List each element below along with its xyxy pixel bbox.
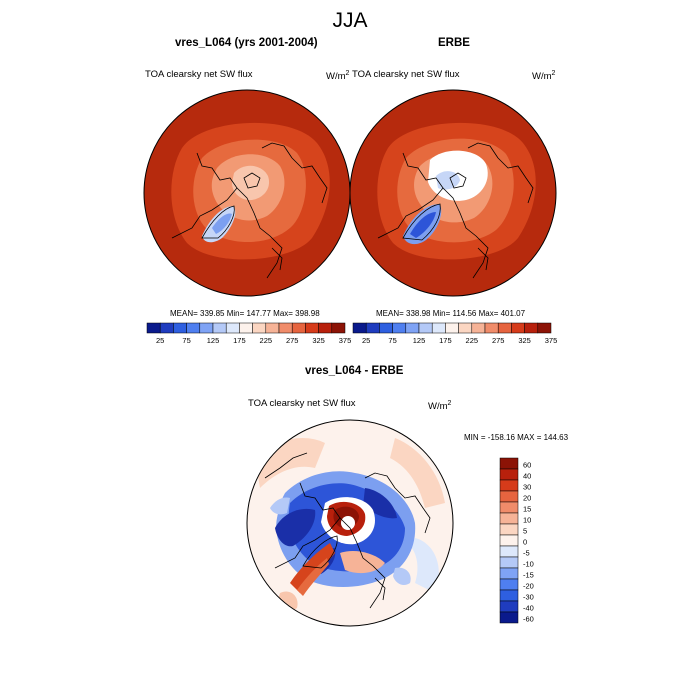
- colorbar-model-swatch: [199, 322, 214, 334]
- colorbar-model: 25 75 125 175 225 275 325 375: [146, 322, 351, 345]
- colorbar-observations-tick-label: 325: [518, 336, 531, 345]
- colorbar-difference-swatch: [499, 468, 519, 481]
- colorbar-observations-tick-label: 375: [545, 336, 558, 345]
- colorbar-difference-tick-label: -5: [523, 549, 530, 558]
- colorbar-model-tick-label: 225: [260, 336, 273, 345]
- colorbar-difference-tick-label: 10: [523, 516, 531, 525]
- colorbar-observations-swatch: [405, 322, 420, 334]
- colorbar-difference-tick-label: 5: [523, 527, 527, 536]
- colorbar-difference-tick-label: 30: [523, 483, 531, 492]
- colorbar-observations: 25 75 125 175 225 275 325 375: [352, 322, 557, 345]
- colorbar-difference-swatch: [499, 501, 519, 514]
- colorbar-difference-swatch: [499, 490, 519, 503]
- colorbar-difference-tick-label: 20: [523, 494, 531, 503]
- colorbar-difference-tick-label: 15: [523, 505, 531, 514]
- panel1-variable: TOA clearsky net SW flux: [145, 69, 253, 80]
- colorbar-model-swatch: [265, 322, 280, 334]
- colorbar-observations-tick-label: 175: [439, 336, 452, 345]
- colorbar-observations-swatch: [511, 322, 525, 334]
- map-observations: [349, 89, 557, 297]
- figure-title: JJA: [332, 9, 368, 32]
- colorbar-model-swatch: [331, 322, 346, 334]
- colorbar-model-tick-label: 325: [312, 336, 325, 345]
- panel2-variable: TOA clearsky net SW flux: [352, 69, 460, 80]
- colorbar-difference-tick-label: 0: [523, 538, 527, 547]
- colorbar-difference-tick-label: -30: [523, 593, 534, 602]
- colorbar-model-tick-label: 75: [182, 336, 190, 345]
- colorbar-model-swatch: [239, 322, 253, 334]
- panel3-stats: MIN = -158.16 MAX = 144.63: [464, 433, 569, 442]
- colorbar-difference-swatch: [499, 556, 519, 569]
- map-difference: [246, 419, 454, 627]
- colorbar-difference-swatch: [499, 545, 519, 558]
- colorbar-model-swatch: [278, 322, 293, 334]
- colorbar-difference-swatch: [499, 611, 519, 624]
- colorbar-observations-swatch: [379, 322, 393, 334]
- colorbar-difference-swatch: [499, 578, 519, 591]
- colorbar-difference-swatch: [499, 479, 519, 492]
- colorbar-observations-tick-label: 75: [388, 336, 396, 345]
- colorbar-observations-swatch: [458, 322, 473, 334]
- colorbar-difference: 60 40 30 20 15 10 5 0 -5 -10 -15 -20 -30 -40 -60: [499, 457, 534, 624]
- panel1-units: W/m2: [326, 70, 350, 83]
- colorbar-difference-swatch: [499, 523, 519, 536]
- colorbar-observations-tick-label: 225: [466, 336, 479, 345]
- colorbar-observations-swatch: [471, 322, 486, 334]
- colorbar-observations-swatch: [431, 322, 446, 334]
- colorbar-observations-swatch: [418, 322, 433, 334]
- panel3-units: W/m2: [428, 400, 452, 413]
- colorbar-model-swatch: [173, 322, 187, 334]
- colorbar-difference-swatch: [499, 534, 519, 547]
- colorbar-difference-tick-label: -40: [523, 604, 534, 613]
- colorbar-observations-swatch: [352, 322, 367, 334]
- colorbar-difference-tick-label: -10: [523, 560, 534, 569]
- colorbar-model-tick-label: 175: [233, 336, 246, 345]
- map-model: [143, 89, 351, 297]
- colorbar-difference-tick-label: -20: [523, 582, 534, 591]
- colorbar-difference-swatch: [499, 589, 519, 602]
- panel1-title: vres_L064 (yrs 2001-2004): [175, 37, 318, 49]
- colorbar-difference-tick-label: 60: [523, 461, 531, 470]
- colorbar-observations-swatch: [365, 322, 380, 334]
- panel3-variable: TOA clearsky net SW flux: [248, 398, 356, 409]
- colorbar-model-swatch: [225, 322, 240, 334]
- colorbar-model-swatch: [146, 322, 161, 334]
- colorbar-model-swatch: [252, 322, 267, 334]
- colorbar-model-swatch: [186, 322, 201, 334]
- colorbar-observations-swatch: [484, 322, 499, 334]
- colorbar-difference-swatch: [499, 600, 519, 613]
- panel1-stats: MEAN= 339.85 Min= 147.77 Max= 398.98: [170, 309, 320, 318]
- colorbar-difference-tick-label: 40: [523, 472, 531, 481]
- colorbar-difference-swatch: [499, 457, 519, 470]
- colorbar-model-swatch: [159, 322, 174, 334]
- colorbar-model-swatch: [318, 322, 333, 334]
- colorbar-observations-tick-label: 25: [362, 336, 370, 345]
- colorbar-model-tick-label: 375: [339, 336, 352, 345]
- colorbar-model-swatch: [305, 322, 319, 334]
- panel3-title: vres_L064 - ERBE: [305, 365, 404, 377]
- colorbar-model-tick-label: 125: [207, 336, 220, 345]
- colorbar-model-tick-label: 25: [156, 336, 164, 345]
- panel2-units: W/m2: [532, 70, 556, 83]
- colorbar-observations-swatch: [524, 322, 539, 334]
- colorbar-model-swatch: [291, 322, 306, 334]
- colorbar-difference-tick-label: -60: [523, 615, 534, 624]
- colorbar-difference-tick-label: -15: [523, 571, 534, 580]
- colorbar-observations-swatch: [392, 322, 407, 334]
- colorbar-observations-tick-label: 125: [413, 336, 426, 345]
- colorbar-observations-tick-label: 275: [492, 336, 505, 345]
- colorbar-difference-swatch: [499, 567, 519, 580]
- colorbar-model-swatch: [212, 322, 227, 334]
- panel2-stats: MEAN= 338.98 Min= 114.56 Max= 401.07: [376, 309, 526, 318]
- colorbar-observations-swatch: [537, 322, 552, 334]
- colorbar-observations-swatch: [445, 322, 459, 334]
- colorbar-difference-swatch: [499, 512, 519, 525]
- colorbar-model-tick-label: 275: [286, 336, 299, 345]
- panel2-title: ERBE: [438, 37, 470, 49]
- colorbar-observations-swatch: [497, 322, 512, 334]
